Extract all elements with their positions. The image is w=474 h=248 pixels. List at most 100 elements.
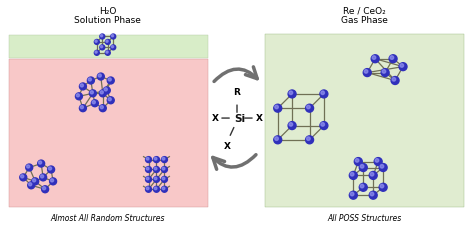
Circle shape bbox=[146, 166, 152, 172]
Circle shape bbox=[162, 157, 167, 162]
Circle shape bbox=[40, 174, 46, 181]
Circle shape bbox=[390, 56, 394, 59]
Circle shape bbox=[80, 83, 86, 90]
Circle shape bbox=[162, 167, 165, 170]
Circle shape bbox=[320, 90, 328, 98]
Circle shape bbox=[154, 187, 157, 190]
Text: Gas Phase: Gas Phase bbox=[341, 16, 388, 25]
Circle shape bbox=[289, 91, 292, 94]
Circle shape bbox=[356, 159, 359, 162]
Circle shape bbox=[48, 167, 52, 170]
Text: X: X bbox=[224, 142, 230, 151]
Circle shape bbox=[33, 179, 36, 182]
Circle shape bbox=[98, 74, 101, 77]
Circle shape bbox=[369, 191, 377, 199]
Circle shape bbox=[146, 157, 149, 160]
Circle shape bbox=[162, 186, 167, 192]
Circle shape bbox=[106, 51, 108, 53]
Circle shape bbox=[389, 55, 397, 63]
Circle shape bbox=[375, 159, 379, 162]
Circle shape bbox=[41, 175, 44, 178]
Circle shape bbox=[50, 179, 54, 182]
Text: H₂O: H₂O bbox=[99, 7, 117, 16]
Circle shape bbox=[43, 187, 46, 190]
Circle shape bbox=[90, 91, 93, 94]
Circle shape bbox=[76, 94, 80, 97]
Circle shape bbox=[90, 90, 96, 97]
Circle shape bbox=[106, 40, 108, 42]
Circle shape bbox=[146, 187, 149, 190]
Circle shape bbox=[32, 178, 39, 185]
Circle shape bbox=[349, 171, 357, 179]
Circle shape bbox=[154, 186, 159, 192]
Circle shape bbox=[306, 104, 313, 112]
Circle shape bbox=[359, 163, 367, 171]
Circle shape bbox=[162, 176, 167, 182]
Circle shape bbox=[80, 84, 83, 87]
FancyArrowPatch shape bbox=[213, 155, 256, 169]
Circle shape bbox=[21, 175, 24, 178]
Circle shape bbox=[38, 161, 42, 164]
Circle shape bbox=[105, 50, 110, 55]
Circle shape bbox=[274, 136, 282, 144]
Circle shape bbox=[107, 77, 114, 84]
Circle shape bbox=[92, 101, 95, 104]
Circle shape bbox=[154, 167, 157, 170]
Circle shape bbox=[162, 166, 167, 172]
Circle shape bbox=[91, 100, 98, 107]
Circle shape bbox=[105, 39, 110, 44]
Circle shape bbox=[274, 104, 282, 112]
Circle shape bbox=[382, 70, 386, 73]
Circle shape bbox=[100, 90, 106, 97]
Circle shape bbox=[369, 171, 377, 179]
Circle shape bbox=[288, 122, 296, 129]
Circle shape bbox=[154, 176, 159, 182]
Circle shape bbox=[154, 166, 159, 172]
Circle shape bbox=[146, 176, 152, 182]
Text: X: X bbox=[211, 114, 219, 123]
Circle shape bbox=[80, 106, 83, 109]
Circle shape bbox=[320, 122, 328, 129]
Circle shape bbox=[37, 160, 45, 167]
Circle shape bbox=[42, 186, 49, 193]
Circle shape bbox=[87, 77, 94, 84]
Circle shape bbox=[349, 191, 357, 199]
Bar bbox=[265, 34, 464, 207]
Bar bbox=[9, 35, 208, 58]
Circle shape bbox=[359, 183, 367, 191]
Circle shape bbox=[350, 192, 354, 196]
Circle shape bbox=[391, 77, 399, 85]
Circle shape bbox=[111, 35, 114, 37]
Circle shape bbox=[307, 137, 310, 140]
Circle shape bbox=[103, 87, 110, 94]
Circle shape bbox=[370, 192, 374, 196]
Circle shape bbox=[370, 172, 374, 176]
Circle shape bbox=[381, 69, 389, 77]
Circle shape bbox=[80, 105, 86, 112]
Circle shape bbox=[372, 56, 376, 59]
Circle shape bbox=[275, 105, 278, 109]
Circle shape bbox=[374, 158, 382, 165]
Circle shape bbox=[28, 182, 35, 189]
Circle shape bbox=[97, 73, 104, 80]
Circle shape bbox=[100, 105, 106, 112]
Circle shape bbox=[88, 78, 91, 81]
Circle shape bbox=[104, 88, 107, 91]
Circle shape bbox=[360, 184, 364, 188]
Circle shape bbox=[100, 106, 103, 109]
Circle shape bbox=[379, 183, 387, 191]
Circle shape bbox=[364, 70, 368, 73]
Circle shape bbox=[100, 45, 105, 50]
Bar bbox=[9, 59, 208, 207]
Circle shape bbox=[350, 172, 354, 176]
Circle shape bbox=[363, 69, 371, 77]
Circle shape bbox=[100, 91, 103, 94]
Circle shape bbox=[321, 91, 325, 94]
Circle shape bbox=[306, 136, 313, 144]
Circle shape bbox=[146, 167, 149, 170]
Circle shape bbox=[100, 35, 103, 37]
Circle shape bbox=[27, 165, 30, 168]
Circle shape bbox=[111, 46, 114, 48]
Circle shape bbox=[154, 177, 157, 180]
Circle shape bbox=[380, 164, 384, 168]
